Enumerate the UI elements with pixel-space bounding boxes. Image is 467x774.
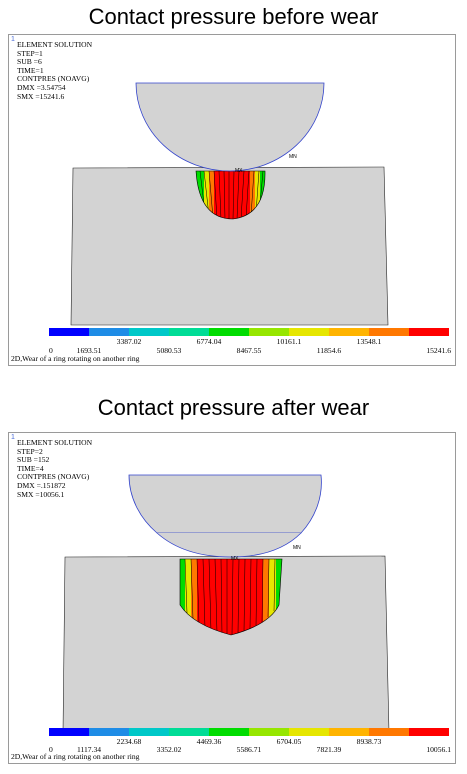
legend-tick-label: 5586.71	[237, 745, 262, 754]
info-line: TIME=1	[17, 65, 44, 75]
legend-tick-label: 4469.36	[197, 737, 222, 746]
panel-1-title: Contact pressure before wear	[88, 4, 379, 29]
window-number-mark: 1	[11, 36, 15, 43]
info-line: ELEMENT SOLUTION	[17, 40, 93, 49]
legend-swatch	[409, 328, 449, 336]
legend-tick-label: 15241.6	[426, 346, 451, 355]
contour-legend: 3387.02 6774.04 10161.1 13548.1 0 1693.5…	[49, 328, 451, 355]
max-marker-label: MX	[235, 168, 243, 174]
legend-swatch	[329, 328, 369, 336]
legend-swatch	[409, 728, 449, 736]
info-line: STEP=1	[17, 48, 43, 58]
legend-tick-label: 6774.04	[197, 337, 222, 346]
solution-info-block: ELEMENT SOLUTION STEP=2 SUB =152 TIME=4 …	[17, 438, 93, 499]
lower-ring-block	[70, 166, 389, 326]
legend-swatch	[129, 728, 169, 736]
info-line: CONTPRES (NOAVG)	[17, 74, 90, 84]
legend-swatch	[369, 728, 409, 736]
legend-swatch	[209, 728, 249, 736]
contact-pressure-contour	[179, 558, 283, 636]
legend-swatch	[89, 328, 129, 336]
legend-swatch	[169, 328, 209, 336]
model-view-svg: MX MN 3387.02 6774.04 10161.1 13548.1 0 …	[49, 82, 451, 355]
result-plot-before-wear: 1 ELEMENT SOLUTION STEP=1 SUB =6 TIME=1 …	[8, 34, 456, 366]
info-line: SMX =10056.1	[17, 489, 65, 499]
legend-swatch	[129, 328, 169, 336]
legend-tick-label: 3352.02	[157, 745, 182, 754]
legend-tick-label: 10161.1	[277, 337, 302, 346]
max-marker-label: MX	[231, 556, 239, 562]
info-line: TIME=4	[17, 463, 44, 473]
legend-swatch	[249, 328, 289, 336]
legend-tick-label: 3387.02	[117, 337, 142, 346]
solution-info-block: ELEMENT SOLUTION STEP=1 SUB =6 TIME=1 CO…	[17, 40, 93, 101]
result-plot-after-wear: 1 ELEMENT SOLUTION STEP=2 SUB =152 TIME=…	[8, 432, 456, 764]
info-line: SMX =15241.6	[17, 91, 65, 101]
legend-swatch	[49, 328, 89, 336]
legend-tick-label: 0	[49, 745, 53, 754]
legend-tick-label: 5080.53	[157, 346, 182, 355]
model-view-svg: MX MN 2234.68 4469.36 6704.05 8938.73 0 …	[49, 474, 451, 754]
legend-tick-label: 8467.55	[237, 346, 262, 355]
legend-tick-label: 8938.73	[357, 737, 382, 746]
legend-swatch	[209, 328, 249, 336]
legend-tick-label: 1117.34	[77, 745, 101, 754]
legend-swatch	[329, 728, 369, 736]
legend-swatch	[89, 728, 129, 736]
info-line: STEP=2	[17, 446, 43, 456]
legend-swatch	[249, 728, 289, 736]
info-line: SUB =152	[17, 455, 50, 465]
legend-tick-label: 7821.39	[317, 745, 342, 754]
info-line: SUB =6	[17, 57, 42, 67]
legend-tick-label: 0	[49, 346, 53, 355]
legend-swatch	[49, 728, 89, 736]
legend-swatch	[289, 328, 329, 336]
info-line: ELEMENT SOLUTION	[17, 438, 93, 447]
legend-tick-label: 11854.6	[317, 346, 342, 355]
window-number-mark: 1	[11, 434, 15, 441]
info-line: DMX =3.54754	[17, 82, 66, 92]
info-line: DMX =.151872	[17, 480, 66, 490]
legend-tick-label: 10056.1	[426, 745, 451, 754]
legend-swatch	[169, 728, 209, 736]
contour-legend: 2234.68 4469.36 6704.05 8938.73 0 1117.3…	[49, 728, 451, 754]
legend-tick-label: 2234.68	[117, 737, 142, 746]
legend-tick-label: 1693.51	[77, 346, 102, 355]
model-caption: 2D,Wear of a ring rotating on another ri…	[11, 354, 140, 363]
legend-tick-label: 6704.05	[277, 737, 302, 746]
upper-rotating-ring	[128, 474, 322, 534]
min-marker-label: MN	[289, 154, 297, 160]
legend-swatch	[369, 328, 409, 336]
model-caption: 2D,Wear of a ring rotating on another ri…	[11, 752, 140, 761]
min-marker-label: MN	[293, 545, 301, 551]
legend-tick-label: 13548.1	[357, 337, 382, 346]
panel-2-title: Contact pressure after wear	[97, 395, 370, 420]
info-line: CONTPRES (NOAVG)	[17, 472, 90, 482]
upper-rotating-ring	[135, 82, 325, 172]
legend-swatch	[289, 728, 329, 736]
